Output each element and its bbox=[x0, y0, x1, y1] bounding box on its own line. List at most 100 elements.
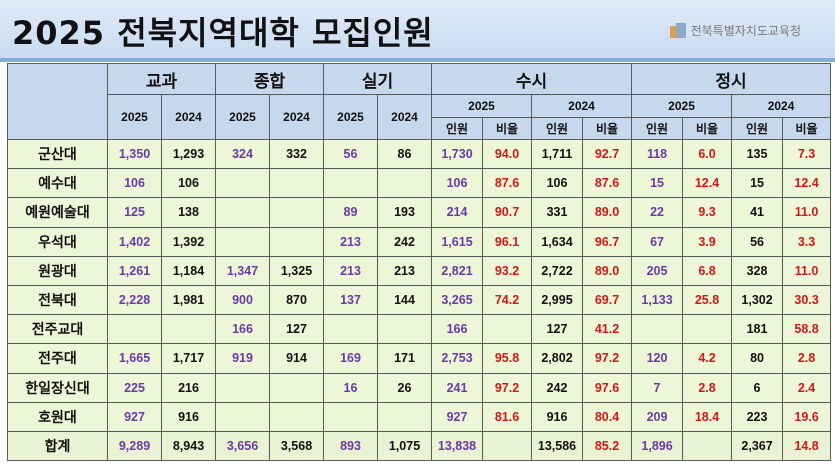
year-header: 2024 bbox=[530, 94, 633, 118]
table-row: 원광대 1,261 1,184 1,347 1,325 213 213 2,821 93.2 2,… bbox=[7, 255, 832, 286]
ratio-header: 비율 bbox=[581, 117, 633, 140]
header-divider bbox=[0, 58, 835, 62]
cell-su25r: 95.8 bbox=[482, 343, 532, 374]
title-banner: 2025 전북지역대학 모집인원 전북특별자치도교육청 bbox=[0, 0, 835, 58]
year-header: 2025 bbox=[431, 94, 532, 118]
university-name: 한일장신대 bbox=[7, 372, 108, 403]
cell-g25: 9,289 bbox=[107, 430, 162, 462]
cell-su25r: 97.2 bbox=[482, 372, 532, 403]
cell-jo24n: 223 bbox=[731, 401, 784, 432]
table-body: 군산대 1,350 1,293 324 332 56 86 1,730 94.0 1,711 92.… bbox=[7, 138, 832, 462]
cell-jo24r: 2.8 bbox=[782, 343, 832, 374]
cell-jo25r bbox=[682, 430, 733, 462]
cell-jo25n: 120 bbox=[631, 343, 684, 374]
cell-jo24n: 181 bbox=[731, 314, 784, 345]
cell-g24: 8,943 bbox=[161, 430, 216, 462]
cell-j25: 1,347 bbox=[215, 255, 270, 286]
table-row: 예수대 106 106 106 87.6 106 87.6 15 12.4 15 12.4 bbox=[7, 168, 832, 199]
cell-su24n: 1,711 bbox=[531, 138, 583, 170]
group-header-silgi: 실기 bbox=[323, 63, 432, 95]
cell-jo24r: 11.0 bbox=[782, 197, 832, 228]
cell-j24: 3,568 bbox=[269, 430, 324, 462]
university-name: 전북대 bbox=[7, 284, 108, 316]
cell-j24: 1,325 bbox=[269, 255, 324, 286]
cell-g25: 125 bbox=[107, 197, 162, 228]
cell-su25n: 106 bbox=[431, 168, 483, 199]
cell-jo24n: 135 bbox=[731, 138, 784, 170]
cell-g25: 1,261 bbox=[107, 255, 162, 286]
cell-su25n: 3,265 bbox=[431, 284, 483, 316]
cell-s25: 137 bbox=[323, 284, 378, 316]
cell-jo25r: 2.8 bbox=[682, 372, 733, 403]
cell-su24n: 916 bbox=[531, 401, 583, 432]
cell-su24r: 87.6 bbox=[581, 168, 633, 199]
cell-s25 bbox=[323, 401, 378, 432]
cell-jo25n: 7 bbox=[631, 372, 684, 403]
cell-j24: 870 bbox=[269, 284, 324, 316]
cell-s24: 26 bbox=[377, 372, 432, 403]
cell-jo25r: 9.3 bbox=[682, 197, 733, 228]
cell-g24 bbox=[161, 314, 216, 345]
cell-s25 bbox=[323, 168, 378, 199]
cell-jo24r: 2.4 bbox=[782, 372, 832, 403]
university-name: 합계 bbox=[7, 430, 108, 462]
year-header: 2024 bbox=[161, 94, 216, 140]
cell-su24r: 85.2 bbox=[581, 430, 633, 462]
table-row: 전북대 2,228 1,981 900 870 137 144 3,265 74.2 2,995 6… bbox=[7, 284, 832, 316]
cell-g25: 927 bbox=[107, 401, 162, 432]
cell-jo25r: 6.8 bbox=[682, 255, 733, 286]
cell-s25: 56 bbox=[323, 138, 378, 170]
cell-j25 bbox=[215, 226, 270, 257]
university-name: 원광대 bbox=[7, 255, 108, 286]
table-row: 예원예술대 125 138 89 193 214 90.7 331 89.0 22 9.3 41 11.… bbox=[7, 197, 832, 228]
cell-g25: 106 bbox=[107, 168, 162, 199]
count-header: 인원 bbox=[631, 117, 684, 140]
cell-s25: 16 bbox=[323, 372, 378, 403]
cell-s25: 89 bbox=[323, 197, 378, 228]
cell-jo24r: 19.6 bbox=[782, 401, 832, 432]
table-row: 전주교대 166 127 166 127 41.2 181 58.8 bbox=[7, 314, 832, 345]
cell-s24 bbox=[377, 401, 432, 432]
group-header-gyogwa: 교과 bbox=[107, 63, 216, 95]
university-name: 예원예술대 bbox=[7, 197, 108, 228]
cell-su25n: 2,753 bbox=[431, 343, 483, 374]
cell-su24r: 97.6 bbox=[581, 372, 633, 403]
cell-jo25n: 1,133 bbox=[631, 284, 684, 316]
table-row: 호원대 927 916 927 81.6 916 80.4 209 18.4 223 19.6 bbox=[7, 401, 832, 432]
cell-jo25r: 25.8 bbox=[682, 284, 733, 316]
cell-jo25n: 1,896 bbox=[631, 430, 684, 462]
header-row-groups: 교과 종합 실기 수시 정시 bbox=[7, 63, 832, 140]
group-header-susi: 수시 bbox=[430, 63, 633, 95]
cell-s24 bbox=[377, 168, 432, 199]
cell-s24: 242 bbox=[377, 226, 432, 257]
cell-g24: 1,981 bbox=[161, 284, 216, 316]
cell-su25r: 74.2 bbox=[482, 284, 532, 316]
cell-jo25n: 22 bbox=[631, 197, 684, 228]
cell-j25: 3,656 bbox=[215, 430, 270, 462]
cell-s25: 169 bbox=[323, 343, 378, 374]
cell-jo24n: 2,367 bbox=[731, 430, 784, 462]
cell-su25n: 214 bbox=[431, 197, 483, 228]
cell-jo24r: 11.0 bbox=[782, 255, 832, 286]
cell-s24: 1,075 bbox=[377, 430, 432, 462]
cell-j24 bbox=[269, 226, 324, 257]
cell-s24 bbox=[377, 314, 432, 345]
cell-jo24r: 3.3 bbox=[782, 226, 832, 257]
corner-cell bbox=[7, 63, 108, 140]
cell-jo24r: 30.3 bbox=[782, 284, 832, 316]
cell-j25: 324 bbox=[215, 138, 270, 170]
ratio-header: 비율 bbox=[482, 117, 532, 140]
cell-s25: 893 bbox=[323, 430, 378, 462]
cell-s25: 213 bbox=[323, 226, 378, 257]
cell-jo24n: 328 bbox=[731, 255, 784, 286]
cell-jo24n: 15 bbox=[731, 168, 784, 199]
cell-g25 bbox=[107, 314, 162, 345]
table-row: 한일장신대 225 216 16 26 241 97.2 242 97.6 7 2.8 6 2.4 bbox=[7, 372, 832, 403]
cell-su25r: 87.6 bbox=[482, 168, 532, 199]
cell-su25n: 1,730 bbox=[431, 138, 483, 170]
cell-jo25n bbox=[631, 314, 684, 345]
cell-jo24r: 58.8 bbox=[782, 314, 832, 345]
year-header: 2024 bbox=[731, 94, 832, 118]
cell-jo24r: 12.4 bbox=[782, 168, 832, 199]
university-name: 군산대 bbox=[7, 138, 108, 170]
